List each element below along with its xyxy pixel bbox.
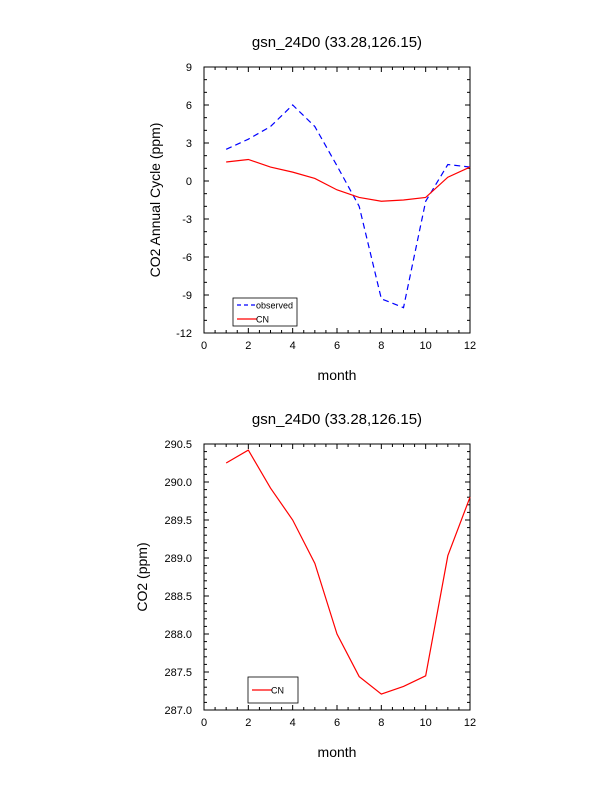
y-tick-label: 9 bbox=[186, 62, 192, 74]
y-axis-label: CO2 Annual Cycle (ppm) bbox=[147, 123, 163, 278]
y-tick-label: 6 bbox=[186, 100, 192, 112]
x-tick-label: 8 bbox=[378, 340, 384, 352]
legend: observed CN bbox=[232, 297, 298, 327]
legend-box bbox=[247, 676, 299, 704]
x-tick-label: 12 bbox=[464, 340, 476, 352]
x-tick-label: 8 bbox=[378, 717, 384, 729]
y-tick-label: 289.0 bbox=[164, 553, 192, 565]
x-tick-label: 6 bbox=[334, 717, 340, 729]
y-tick-label: 290.5 bbox=[164, 439, 192, 451]
y-axis-label: CO2 (ppm) bbox=[134, 542, 150, 611]
y-tick-label: 288.0 bbox=[164, 629, 192, 641]
y-tick-label: 289.5 bbox=[164, 515, 192, 527]
x-tick-label: 0 bbox=[201, 717, 207, 729]
chart-1: gsn_24D0 (33.28,126.15) 0 2 4 6 8 10 12 -12 -9 -6 -… bbox=[147, 34, 476, 383]
y-tick-label: -12 bbox=[176, 328, 192, 340]
y-tick-label: 0 bbox=[186, 176, 192, 188]
y-tick-label: -9 bbox=[182, 290, 192, 302]
x-tick-label: 10 bbox=[420, 717, 432, 729]
x-tick-label: 4 bbox=[290, 717, 296, 729]
x-axis-label: month bbox=[318, 367, 357, 383]
y-tick-label: 290.0 bbox=[164, 477, 192, 489]
y-tick-label: 287.5 bbox=[164, 667, 192, 679]
series-line-cn bbox=[225, 449, 471, 695]
plot-frame bbox=[203, 66, 471, 334]
x-axis-label: month bbox=[318, 744, 357, 760]
y-tick-label: -6 bbox=[182, 252, 192, 264]
legend-label-cn: CN bbox=[271, 686, 284, 696]
y-tick-label: -3 bbox=[182, 214, 192, 226]
x-tick-label: 6 bbox=[334, 340, 340, 352]
chart-title: gsn_24D0 (33.28,126.15) bbox=[252, 411, 422, 428]
series-line-cn bbox=[226, 158, 471, 202]
legend-box bbox=[232, 297, 298, 327]
y-tick-label: 288.5 bbox=[164, 591, 192, 603]
x-tick-label: 10 bbox=[420, 340, 432, 352]
y-tick-label: 287.0 bbox=[164, 705, 192, 717]
series-line-observed bbox=[225, 104, 471, 309]
x-tick-label: 0 bbox=[201, 340, 207, 352]
legend-label-observed: observed bbox=[256, 301, 293, 311]
legend: CN bbox=[247, 676, 299, 704]
x-tick-label: 4 bbox=[290, 340, 296, 352]
plot-frame bbox=[203, 443, 471, 711]
chart-title: gsn_24D0 (33.28,126.15) bbox=[252, 34, 422, 51]
chart-2: gsn_24D0 (33.28,126.15) 0 2 4 6 8 10 12 287.0 287… bbox=[134, 411, 476, 760]
x-tick-label: 12 bbox=[464, 717, 476, 729]
x-tick-label: 2 bbox=[245, 717, 251, 729]
x-tick-label: 2 bbox=[245, 340, 251, 352]
y-tick-label: 3 bbox=[186, 138, 192, 150]
legend-label-cn: CN bbox=[256, 315, 269, 325]
